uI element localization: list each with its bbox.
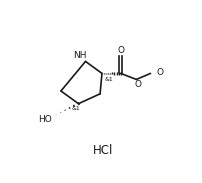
Text: &1: &1 — [72, 106, 80, 111]
Text: HO: HO — [38, 115, 52, 124]
Text: &1: &1 — [104, 77, 113, 82]
Text: O: O — [117, 46, 124, 55]
Text: NH: NH — [73, 51, 86, 60]
Text: HCl: HCl — [93, 144, 114, 157]
Text: O: O — [134, 80, 141, 89]
Text: O: O — [157, 68, 164, 77]
